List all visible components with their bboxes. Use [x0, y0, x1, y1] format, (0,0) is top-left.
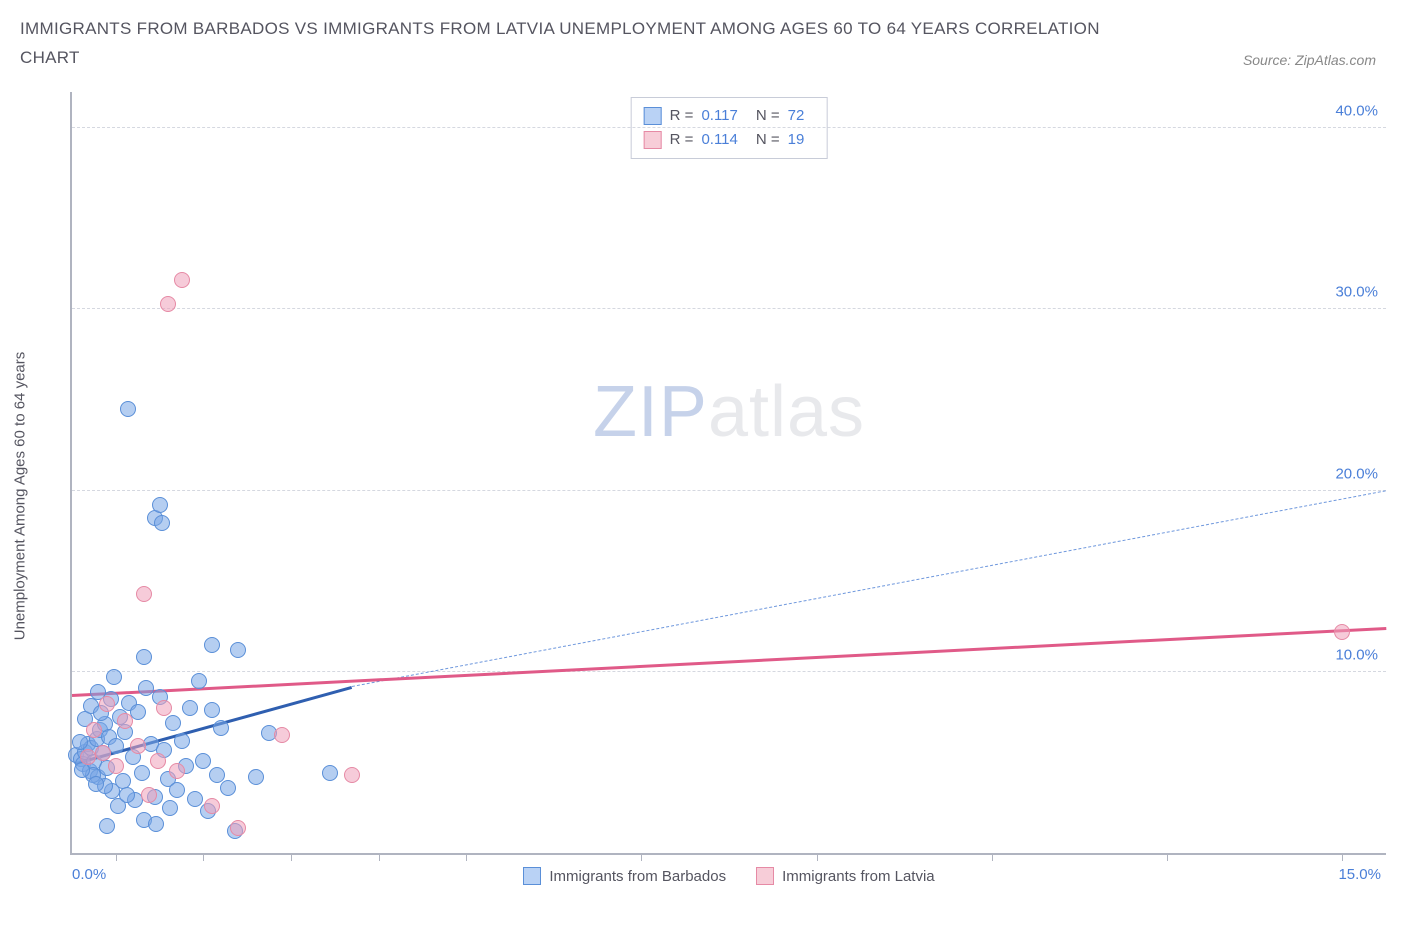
legend-stats-row: R = 0.114 N = 19: [644, 128, 815, 152]
chart-title: IMMIGRANTS FROM BARBADOS VS IMMIGRANTS F…: [20, 15, 1120, 73]
data-point-barbados: [182, 700, 198, 716]
x-tick: [291, 853, 292, 861]
data-point-barbados: [136, 649, 152, 665]
trend-line: [72, 627, 1386, 697]
data-point-latvia: [169, 763, 185, 779]
series-legend-item: Immigrants from Latvia: [756, 867, 935, 885]
data-point-latvia: [95, 745, 111, 761]
legend-swatch: [644, 107, 662, 125]
series-legend: Immigrants from Barbados Immigrants from …: [72, 867, 1386, 885]
r-value: 0.114: [701, 128, 737, 152]
data-point-barbados: [154, 515, 170, 531]
data-point-barbados: [248, 769, 264, 785]
n-label: N =: [756, 128, 780, 152]
data-point-latvia: [141, 787, 157, 803]
y-tick-label: 30.0%: [1335, 284, 1378, 301]
x-tick: [466, 853, 467, 861]
x-tick: [203, 853, 204, 861]
legend-swatch: [523, 867, 541, 885]
gridline-h: [72, 308, 1386, 309]
series-legend-label: Immigrants from Barbados: [549, 868, 726, 885]
trend-line: [352, 491, 1386, 688]
y-tick-label: 40.0%: [1335, 103, 1378, 120]
data-point-latvia: [1334, 624, 1350, 640]
chart-container: Unemployment Among Ages 60 to 64 years Z…: [50, 92, 1386, 900]
data-point-latvia: [344, 767, 360, 783]
data-point-barbados: [119, 787, 135, 803]
data-point-latvia: [130, 738, 146, 754]
n-value: 72: [788, 104, 805, 128]
y-tick-label: 10.0%: [1335, 646, 1378, 663]
x-tick: [116, 853, 117, 861]
r-value: 0.117: [701, 104, 737, 128]
x-tick: [817, 853, 818, 861]
data-point-latvia: [230, 820, 246, 836]
series-legend-label: Immigrants from Latvia: [782, 868, 935, 885]
legend-swatch: [756, 867, 774, 885]
data-point-barbados: [169, 782, 185, 798]
data-point-latvia: [274, 727, 290, 743]
source-attribution: Source: ZipAtlas.com: [1243, 52, 1376, 68]
data-point-barbados: [72, 734, 88, 750]
y-axis-title: Unemployment Among Ages 60 to 64 years: [12, 352, 29, 641]
data-point-latvia: [99, 696, 115, 712]
data-point-barbados: [204, 702, 220, 718]
data-point-barbados: [187, 791, 203, 807]
n-label: N =: [756, 104, 780, 128]
data-point-barbados: [213, 720, 229, 736]
x-tick: [992, 853, 993, 861]
gridline-h: [72, 490, 1386, 491]
data-point-barbados: [165, 715, 181, 731]
data-point-latvia: [150, 753, 166, 769]
watermark-zip: ZIP: [593, 372, 708, 452]
r-label: R =: [670, 128, 694, 152]
x-tick: [1167, 853, 1168, 861]
data-point-latvia: [204, 798, 220, 814]
data-point-latvia: [86, 722, 102, 738]
n-value: 19: [788, 128, 805, 152]
data-point-barbados: [220, 780, 236, 796]
watermark: ZIPatlas: [593, 371, 865, 453]
data-point-latvia: [136, 586, 152, 602]
x-tick: [1342, 853, 1343, 861]
data-point-latvia: [108, 758, 124, 774]
data-point-barbados: [162, 800, 178, 816]
data-point-latvia: [156, 700, 172, 716]
x-tick: [641, 853, 642, 861]
data-point-barbados: [152, 497, 168, 513]
y-tick-label: 20.0%: [1335, 465, 1378, 482]
data-point-barbados: [195, 753, 211, 769]
gridline-h: [72, 127, 1386, 128]
legend-stats-row: R = 0.117 N = 72: [644, 104, 815, 128]
data-point-latvia: [117, 713, 133, 729]
data-point-barbados: [88, 776, 104, 792]
plot-area: ZIPatlas R =0.117N =72R =0.114N =19 0.0%…: [70, 92, 1386, 855]
data-point-barbados: [106, 669, 122, 685]
legend-swatch: [644, 131, 662, 149]
data-point-barbados: [134, 765, 150, 781]
x-tick: [379, 853, 380, 861]
data-point-latvia: [80, 749, 96, 765]
watermark-atlas: atlas: [708, 372, 865, 452]
data-point-latvia: [174, 272, 190, 288]
data-point-latvia: [160, 296, 176, 312]
data-point-barbados: [99, 818, 115, 834]
data-point-barbados: [120, 401, 136, 417]
data-point-barbados: [148, 816, 164, 832]
data-point-barbados: [191, 673, 207, 689]
gridline-h: [72, 671, 1386, 672]
data-point-barbados: [204, 637, 220, 653]
data-point-barbados: [174, 733, 190, 749]
data-point-barbados: [230, 642, 246, 658]
data-point-barbados: [322, 765, 338, 781]
r-label: R =: [670, 104, 694, 128]
series-legend-item: Immigrants from Barbados: [523, 867, 726, 885]
